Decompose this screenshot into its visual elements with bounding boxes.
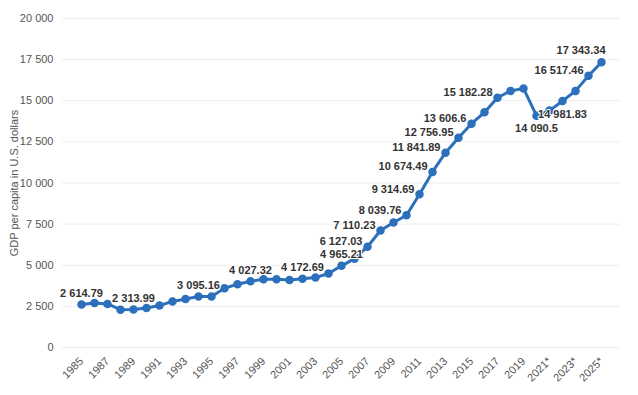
svg-text:3 095.16: 3 095.16 bbox=[177, 279, 220, 291]
svg-text:0: 0 bbox=[47, 341, 53, 353]
svg-text:2025*: 2025* bbox=[577, 354, 606, 383]
svg-text:15 182.28: 15 182.28 bbox=[444, 86, 493, 98]
svg-text:16 517.46: 16 517.46 bbox=[535, 64, 584, 76]
svg-text:1985: 1985 bbox=[60, 355, 86, 381]
svg-text:12 756.95: 12 756.95 bbox=[405, 126, 454, 138]
svg-text:2011: 2011 bbox=[398, 355, 423, 380]
svg-text:5 000: 5 000 bbox=[26, 259, 54, 271]
svg-text:2 500: 2 500 bbox=[26, 300, 54, 312]
svg-text:2021*: 2021* bbox=[525, 354, 554, 383]
svg-text:9 314.69: 9 314.69 bbox=[372, 183, 415, 195]
svg-text:2015: 2015 bbox=[450, 355, 476, 381]
svg-text:2023*: 2023* bbox=[551, 354, 580, 383]
svg-text:2017: 2017 bbox=[476, 355, 502, 381]
svg-text:4 172.69: 4 172.69 bbox=[281, 261, 324, 273]
svg-text:6 127.03: 6 127.03 bbox=[320, 235, 363, 247]
svg-text:17 343.34: 17 343.34 bbox=[557, 44, 607, 56]
svg-text:13 606.6: 13 606.6 bbox=[424, 112, 467, 124]
svg-text:1997: 1997 bbox=[216, 355, 242, 381]
svg-text:8 039.76: 8 039.76 bbox=[359, 204, 402, 216]
svg-text:7 110.23: 7 110.23 bbox=[333, 219, 375, 231]
svg-text:1995: 1995 bbox=[190, 355, 216, 381]
svg-text:2001: 2001 bbox=[268, 355, 294, 381]
svg-text:2019: 2019 bbox=[502, 355, 528, 381]
svg-text:2009: 2009 bbox=[372, 355, 398, 381]
svg-text:14 981.83: 14 981.83 bbox=[538, 108, 587, 120]
svg-text:1991: 1991 bbox=[138, 355, 164, 381]
svg-text:2003: 2003 bbox=[294, 355, 320, 381]
svg-text:20 000: 20 000 bbox=[20, 12, 54, 24]
svg-text:1993: 1993 bbox=[164, 355, 190, 381]
svg-text:1999: 1999 bbox=[242, 355, 268, 381]
svg-text:1989: 1989 bbox=[112, 355, 138, 381]
svg-text:12 500: 12 500 bbox=[20, 135, 54, 147]
svg-text:2013: 2013 bbox=[424, 355, 450, 381]
svg-text:10 674.49: 10 674.49 bbox=[379, 160, 428, 172]
svg-text:4 027.32: 4 027.32 bbox=[229, 264, 272, 276]
svg-text:4 965.21: 4 965.21 bbox=[320, 248, 363, 260]
svg-text:2 313.99: 2 313.99 bbox=[112, 292, 155, 304]
svg-text:17 500: 17 500 bbox=[20, 53, 54, 65]
svg-text:15 000: 15 000 bbox=[20, 94, 54, 106]
svg-text:2007: 2007 bbox=[346, 355, 372, 381]
svg-text:14 090.5: 14 090.5 bbox=[515, 122, 558, 134]
svg-text:2 614.79: 2 614.79 bbox=[60, 287, 103, 299]
svg-text:7 500: 7 500 bbox=[26, 218, 54, 230]
svg-text:2005: 2005 bbox=[320, 355, 346, 381]
svg-text:GDP per capita in U.S. dollars: GDP per capita in U.S. dollars bbox=[8, 109, 20, 256]
svg-text:1987: 1987 bbox=[86, 355, 112, 381]
svg-text:10 000: 10 000 bbox=[20, 177, 54, 189]
svg-text:11 841.89: 11 841.89 bbox=[392, 141, 440, 153]
